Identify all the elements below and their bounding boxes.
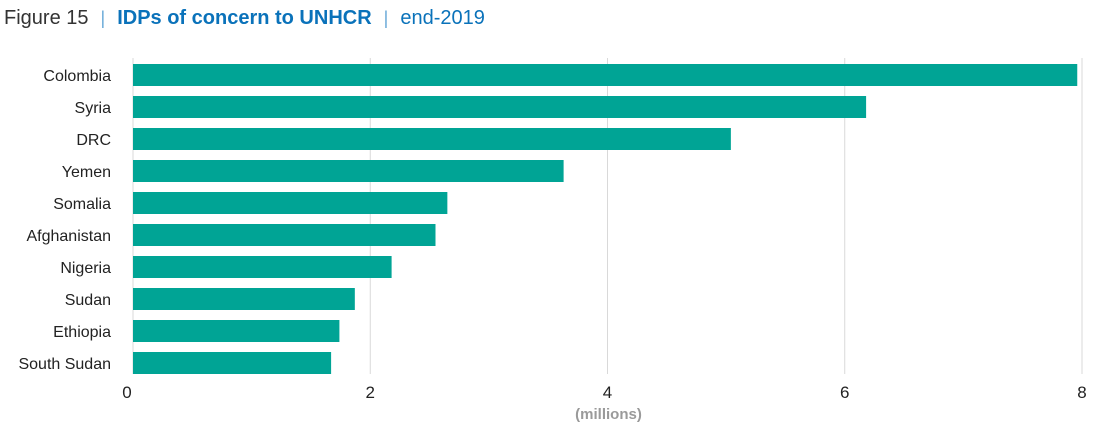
bar-drc: [133, 128, 731, 150]
x-tick-label: 8: [1077, 383, 1086, 402]
category-label: Afghanistan: [26, 228, 111, 245]
category-label: Syria: [75, 100, 112, 117]
x-tick-labels: 0 2 4 6 8: [122, 383, 1086, 402]
x-axis-title: (millions): [575, 406, 642, 423]
bar-yemen: [133, 160, 564, 182]
x-tick-label: 6: [840, 383, 849, 402]
chart-title: IDPs of concern to UNHCR: [117, 6, 372, 29]
bar-nigeria: [133, 256, 392, 278]
category-label: Sudan: [65, 292, 111, 309]
bars: [133, 64, 1078, 374]
x-tick-label: 0: [122, 383, 131, 402]
figure-label: Figure 15: [4, 6, 89, 29]
subtitle-separator: |: [383, 7, 389, 28]
category-label: Yemen: [62, 164, 111, 181]
category-label: DRC: [76, 132, 111, 149]
category-label: Nigeria: [60, 260, 111, 277]
bar-syria: [133, 96, 867, 118]
bar-south-sudan: [133, 352, 332, 374]
category-labels: Colombia Syria DRC Yemen Somalia Afghanistan N…: [18, 68, 111, 373]
bar-ethiopia: [133, 320, 340, 342]
category-label: Somalia: [53, 196, 111, 213]
bar-colombia: [133, 64, 1078, 86]
x-tick-label: 2: [366, 383, 375, 402]
category-label: South Sudan: [18, 356, 111, 373]
bar-somalia: [133, 192, 448, 214]
bar-afghanistan: [133, 224, 436, 246]
category-label: Ethiopia: [53, 324, 111, 341]
bar-sudan: [133, 288, 355, 310]
figure-header: Figure 15 | IDPs of concern to UNHCR | e…: [4, 4, 485, 32]
category-label: Colombia: [43, 68, 111, 85]
x-tick-label: 4: [603, 383, 612, 402]
title-separator: |: [100, 7, 106, 28]
chart-subtitle: end-2019: [400, 6, 485, 29]
